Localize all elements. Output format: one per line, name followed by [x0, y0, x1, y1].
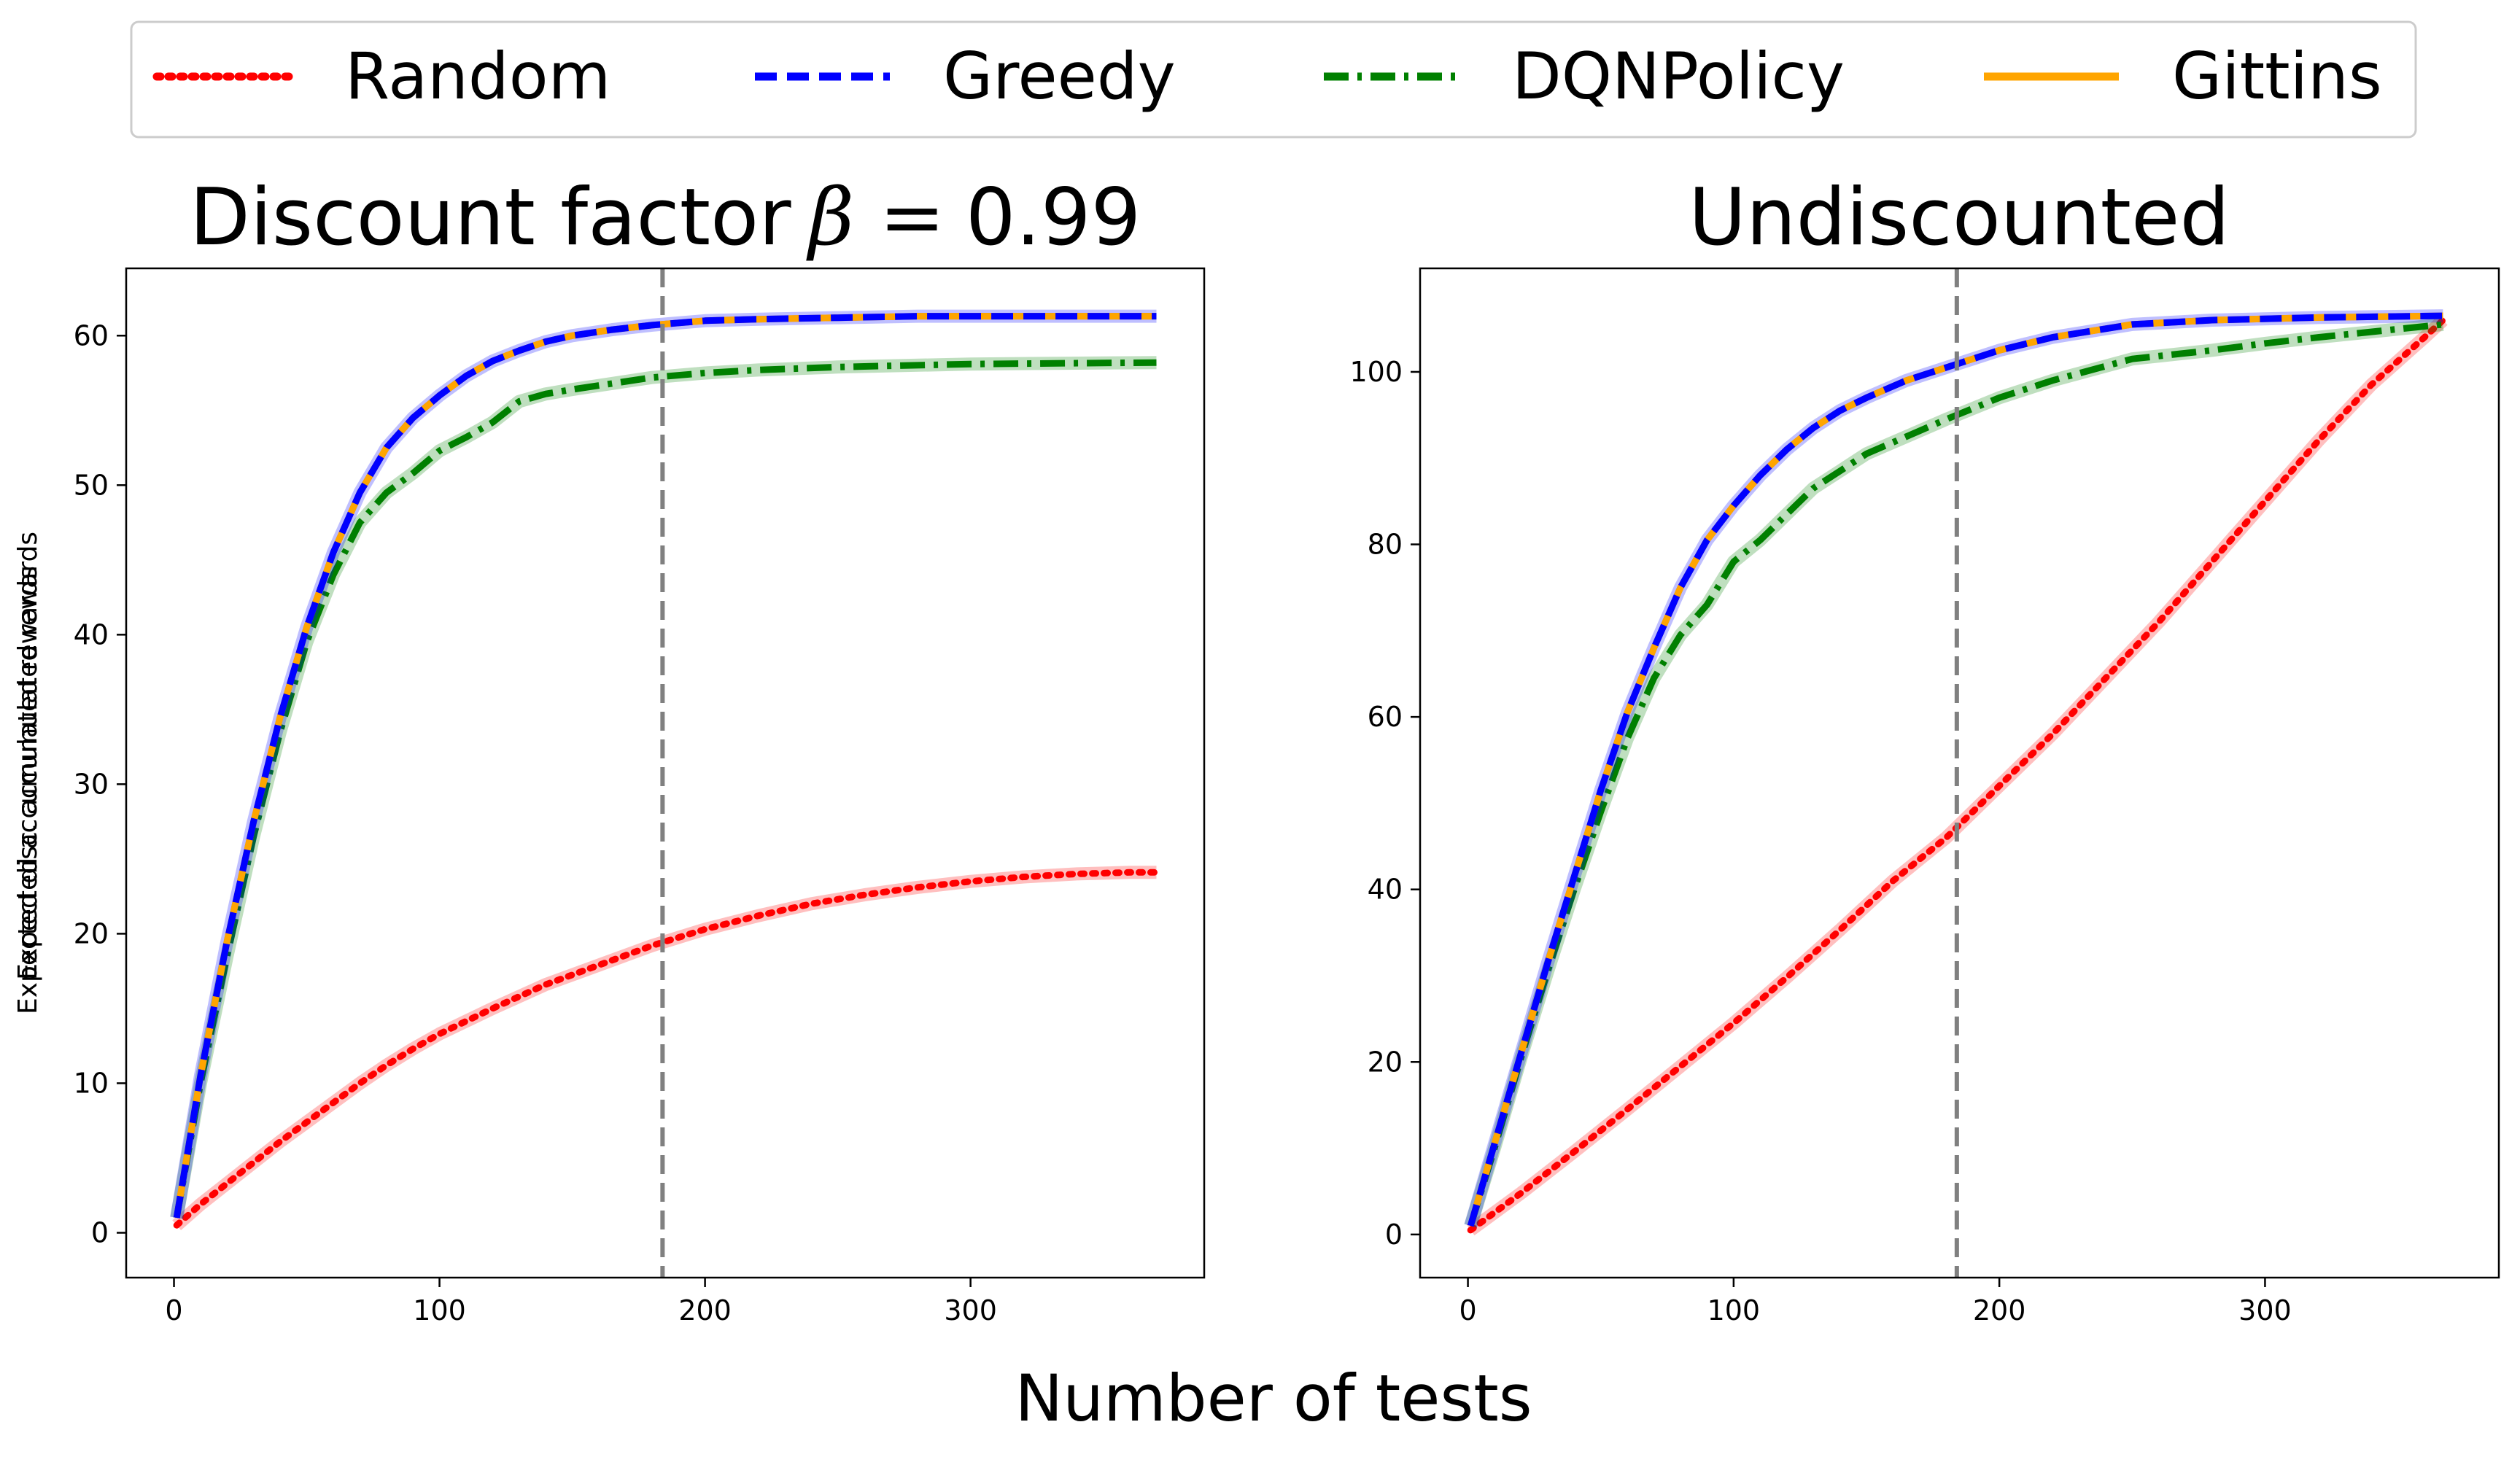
- y-tick-label-discounted: 0: [91, 1216, 109, 1248]
- y-axis-label-undiscounted: Expected accumulated rewards: [13, 566, 43, 980]
- y-tick-label-undiscounted: 100: [1349, 356, 1403, 388]
- legend-label-gittins: Gittins: [2172, 39, 2382, 114]
- x-tick-label-discounted: 100: [413, 1294, 466, 1326]
- series-line-greedy-discounted: [173, 313, 1157, 1219]
- series-line-random-undiscounted: [1467, 316, 2446, 1234]
- x-tick-label-undiscounted: 100: [1707, 1294, 1761, 1326]
- x-tick-label-discounted: 0: [165, 1294, 182, 1326]
- series-line-random-discounted: [173, 869, 1160, 1229]
- legend-label-random: Random: [345, 39, 610, 114]
- x-tick-label-undiscounted: 200: [1973, 1294, 2026, 1326]
- series-line-gittins-overlay-discounted: [173, 313, 1157, 1219]
- figure-xlabel: Number of tests: [1015, 1361, 1532, 1436]
- chart-title-discounted: Discount factor β = 0.99: [190, 172, 1141, 263]
- chart-panel-undiscounted: Undiscounted 0 100 200 300020406080100Expec…: [13, 172, 2500, 1326]
- legend-frame: [130, 20, 2417, 139]
- plot-frame-discounted: [125, 267, 1206, 1279]
- x-tick-label-discounted: 300: [944, 1294, 997, 1326]
- legend-label-dqnpolicy: DQNPolicy: [1512, 39, 1845, 114]
- chart-title-undiscounted: Undiscounted: [1689, 172, 2230, 263]
- y-tick-label-undiscounted: 80: [1368, 529, 1403, 561]
- legend: Random Greedy DQNPolicy Gittins: [130, 20, 2417, 139]
- y-tick-label-undiscounted: 60: [1368, 701, 1403, 733]
- x-tick-label-undiscounted: 0: [1459, 1294, 1476, 1326]
- y-tick-label-undiscounted: 0: [1385, 1219, 1403, 1251]
- y-axis-label-discounted: Expected disc. accumulated rewards: [13, 532, 43, 1014]
- series-line-dqnpolicy-undiscounted: [1467, 321, 2443, 1227]
- x-tick-label-undiscounted: 300: [2238, 1294, 2292, 1326]
- y-tick-label-discounted: 50: [74, 469, 109, 501]
- x-tick-label-discounted: 200: [678, 1294, 732, 1326]
- y-tick-label-undiscounted: 40: [1368, 874, 1403, 906]
- chart-panel-discounted: Discount factor β = 0.99 0 100 200 300 0 10 20 30…: [13, 172, 1206, 1326]
- y-tick-label-discounted: 20: [74, 917, 109, 949]
- y-tick-label-discounted: 30: [74, 768, 109, 800]
- y-tick-label-discounted: 10: [74, 1067, 109, 1099]
- legend-label-greedy: Greedy: [943, 39, 1176, 114]
- series-line-gittins-overlay-undiscounted: [1467, 312, 2443, 1227]
- series-line-dqnpolicy-discounted: [173, 359, 1157, 1219]
- y-tick-label-discounted: 60: [74, 319, 109, 351]
- plot-frame-undiscounted: [1419, 267, 2500, 1279]
- y-tick-label-undiscounted: 20: [1368, 1046, 1403, 1078]
- y-tick-label-discounted: 40: [74, 618, 109, 650]
